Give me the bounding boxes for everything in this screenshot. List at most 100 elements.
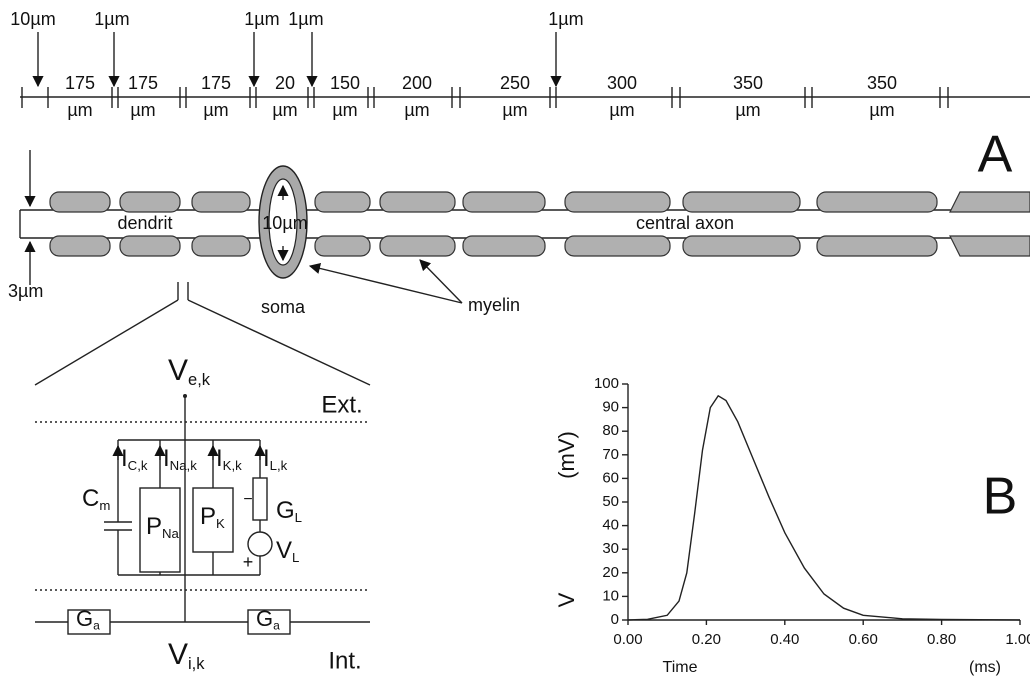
current-sub: L,k (270, 459, 288, 474)
axial-resistor (67, 609, 111, 635)
current-sub: C,k (128, 459, 148, 474)
leak-potential-main: V (276, 537, 292, 564)
segment-length: 20 (275, 73, 295, 93)
axon-drawing (19, 150, 1030, 386)
node-length: 1µm (288, 9, 323, 29)
myelin-arrow (419, 259, 463, 304)
panel-label: B (983, 468, 1018, 526)
myelin-sheath (564, 235, 671, 257)
capacitance: Cm (82, 485, 110, 513)
external-potential-sub: e,k (188, 371, 211, 389)
x-axis-unit: (ms) (969, 659, 1001, 676)
axon-diameter-label: 3µm (8, 281, 43, 301)
node-length: 1µm (94, 9, 129, 29)
dendrite-label: dendrit (117, 213, 172, 233)
segment-unit: µm (404, 100, 429, 120)
segment-length: 175 (65, 73, 95, 93)
leak-potential-sub: L (292, 551, 299, 566)
potassium-sub: K (216, 517, 225, 532)
myelin-sheath (564, 191, 671, 213)
myelin-sheath (119, 235, 181, 257)
myelin-sheath (49, 235, 111, 257)
y-tick-label: 0 (611, 611, 619, 628)
x-tick-label: 1.00 (1005, 631, 1030, 648)
segment-unit: µm (502, 100, 527, 120)
sodium-channel (139, 487, 181, 573)
leak-conductance: GL (276, 497, 302, 525)
segment-length: 175 (128, 73, 158, 93)
current: IC,k (121, 445, 148, 473)
node-length: 1µm (244, 9, 279, 29)
soma-diameter-label: 10µm (262, 213, 307, 233)
myelin-sheath (462, 235, 546, 257)
segment-unit: µm (203, 100, 228, 120)
internal-potential-sub: i,k (188, 655, 205, 673)
segment-length: 175 (201, 73, 231, 93)
myelin-label: myelin (468, 295, 520, 315)
segment-length: 250 (500, 73, 530, 93)
zoom-line (187, 299, 371, 386)
segment-length: 350 (733, 73, 763, 93)
internal-potential-main: V (168, 638, 188, 671)
myelin-sheath (191, 235, 251, 257)
myelin-sheath (379, 235, 456, 257)
myelin-sheath (949, 235, 1030, 257)
x-tick-label: 0.60 (849, 631, 878, 648)
internal-potential: Vi,k (168, 638, 205, 673)
axial-conductance: Ga (256, 606, 280, 633)
segment-unit: µm (609, 100, 634, 120)
myelin-sheath (191, 191, 251, 213)
myelin-sheath (462, 191, 546, 213)
leak-conductance-main: G (276, 497, 295, 524)
leak-potential: VL (276, 537, 299, 565)
current: IK,k (216, 445, 242, 473)
soma-interior (268, 178, 298, 266)
myelin-sheath (314, 191, 371, 213)
battery (247, 531, 273, 557)
segment-unit: µm (332, 100, 357, 120)
segment-length: 300 (607, 73, 637, 93)
axial-conductance-sub: a (93, 619, 100, 633)
myelin-arrow (308, 262, 463, 304)
y-tick-label: 50 (602, 493, 619, 510)
myelin-sheath (949, 191, 1030, 213)
circuit-drawing (35, 394, 370, 635)
segment-length: 200 (402, 73, 432, 93)
current-main: I (121, 445, 128, 472)
current: INa,k (163, 445, 197, 473)
voltage-curve (627, 394, 1021, 621)
current-sub: K,k (223, 459, 242, 474)
current-sub: Na,k (170, 459, 198, 474)
axial-conductance-sub: a (273, 619, 280, 633)
leak-conductance-sub: L (295, 511, 302, 526)
myelin-sheath (816, 191, 938, 213)
current-main: I (216, 445, 223, 472)
y-tick-label: 40 (602, 517, 619, 534)
myelin-sheath (49, 191, 111, 213)
myelin-sheath (119, 191, 181, 213)
axial-conductance-main: G (256, 606, 273, 631)
segment-length: 350 (867, 73, 897, 93)
y-tick-label: 70 (602, 446, 619, 463)
current: IL,k (263, 445, 288, 473)
zoom-line (34, 299, 179, 386)
y-tick-label: 10 (602, 587, 619, 604)
sodium: PNa (146, 513, 180, 541)
segment-unit: µm (869, 100, 894, 120)
node-length: 10µm (10, 9, 55, 29)
segment-unit: µm (130, 100, 155, 120)
y-tick-label: 30 (602, 540, 619, 557)
myelin-sheath (682, 191, 801, 213)
sodium-main: P (146, 513, 162, 540)
potassium-main: P (200, 503, 216, 530)
myelin-sheath (682, 235, 801, 257)
external-label: Ext. (321, 391, 362, 418)
y-tick-label: 90 (602, 399, 619, 416)
node (183, 394, 187, 398)
x-tick-label: 0.00 (613, 631, 642, 648)
segment-unit: µm (272, 100, 297, 120)
capacitance-main: C (82, 485, 99, 512)
current-main: I (163, 445, 170, 472)
internal-label: Int. (328, 647, 361, 674)
